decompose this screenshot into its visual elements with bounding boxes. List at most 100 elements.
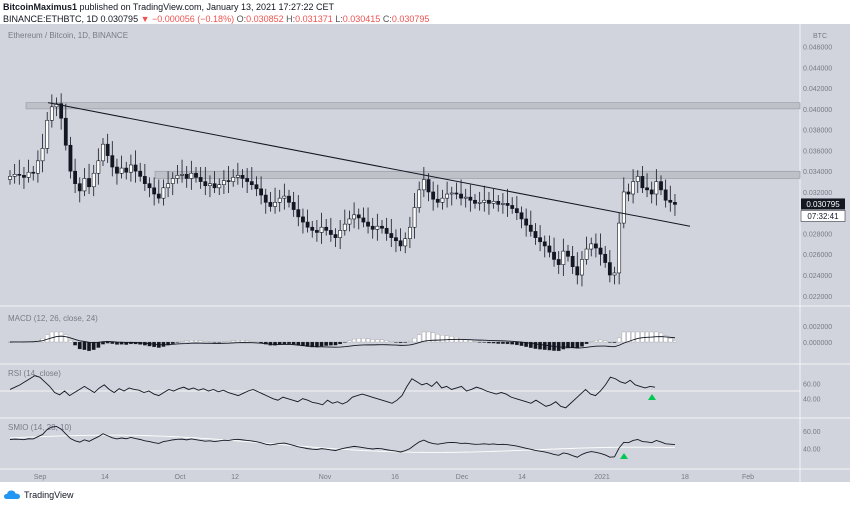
- candle-down: [124, 167, 129, 173]
- candle-down: [370, 225, 375, 230]
- macd-histogram-bar: [91, 341, 96, 350]
- candle-down: [519, 212, 524, 220]
- candle-down: [607, 262, 612, 276]
- time-tick-labels: Sep 14 Oct 12 Nov 16 Dec 14 2021 18 Feb: [34, 474, 754, 481]
- candle-down: [324, 226, 329, 231]
- time-tick-label: Oct: [175, 474, 186, 481]
- countdown-badge-bg: [800, 210, 846, 222]
- macd-histogram-bar: [612, 341, 617, 343]
- macd-histogram-bar: [282, 341, 287, 345]
- macd-histogram-bar: [468, 340, 473, 343]
- macd-histogram-bar: [561, 341, 566, 350]
- macd-histogram-bar: [631, 331, 635, 343]
- macd-histogram-bar: [166, 341, 171, 346]
- candle-up: [101, 143, 105, 162]
- macd-histogram-bar: [621, 331, 626, 343]
- candle-down: [673, 202, 677, 205]
- candle-down: [510, 205, 515, 209]
- countdown-label: 07:32:41: [807, 212, 839, 221]
- candle-down: [226, 180, 231, 182]
- candle-up: [635, 176, 640, 182]
- macd-histogram-bar: [226, 341, 231, 343]
- macd-histogram-bar: [542, 341, 547, 350]
- macd-histogram-bar: [235, 340, 240, 343]
- candle-down: [668, 199, 673, 203]
- candle-up: [482, 199, 487, 203]
- price-tick-label: 0.042000: [803, 86, 832, 93]
- candle-down: [198, 177, 203, 182]
- candle-up: [445, 193, 450, 199]
- candle-up: [631, 181, 636, 195]
- macd-histogram-bar: [524, 341, 529, 347]
- candle-down: [593, 243, 598, 249]
- candle-down: [389, 233, 394, 238]
- symbol-info: BINANCE:ETHBTC, 1D 0.030795 ▼ −0.000056 …: [3, 14, 429, 24]
- macd-histogram-bar: [45, 334, 50, 343]
- candle-down: [152, 187, 157, 195]
- macd-histogram-bar: [254, 341, 259, 343]
- tradingview-logo[interactable]: TradingView: [4, 490, 74, 500]
- candle-up: [347, 218, 352, 225]
- price-tick-labels: 0.046000 0.044000 0.042000 0.040000 0.038000…: [803, 45, 832, 301]
- candle-down: [63, 117, 68, 146]
- macd-histogram-bar: [384, 340, 389, 343]
- macd-histogram-bar: [570, 341, 575, 349]
- candle-down: [142, 176, 147, 184]
- candle-down: [73, 170, 78, 184]
- macd-histogram-bar: [101, 341, 105, 345]
- rsi-tick-label: 40.00: [803, 397, 821, 404]
- macd-histogram-bar: [482, 341, 487, 343]
- time-tick-label: Sep: [34, 474, 47, 481]
- candle-down: [77, 183, 82, 192]
- macd-label: MACD (12, 26, close, 24): [8, 314, 98, 323]
- oscillator-tick-label: 60.00: [803, 429, 821, 436]
- macd-histogram-bar: [584, 341, 589, 345]
- macd-histogram-bar: [593, 340, 598, 343]
- macd-histogram-bar: [63, 334, 68, 343]
- candle-down: [184, 174, 189, 179]
- macd-histogram-bar: [287, 341, 291, 345]
- macd-histogram-bar: [324, 341, 329, 346]
- price-tick-label: 0.022000: [803, 294, 832, 301]
- candle-down: [31, 171, 36, 174]
- price-tick-label: 0.040000: [803, 107, 832, 114]
- chart-area[interactable]: Ethereum / Bitcoin, 1D, BINANCE BTC MACD…: [0, 24, 850, 486]
- macd-histogram-bar: [403, 341, 408, 343]
- macd-histogram-bar: [194, 340, 198, 343]
- price-tick-label: 0.038000: [803, 128, 832, 135]
- candle-up: [180, 174, 184, 176]
- candle-up: [119, 167, 124, 174]
- macd-histogram-bar: [77, 341, 82, 350]
- candle-down: [366, 221, 370, 227]
- macd-histogram-bar: [203, 341, 208, 343]
- descending-trendline: [47, 102, 691, 227]
- candle-up: [500, 203, 505, 205]
- macd-histogram-bar: [426, 331, 431, 343]
- macd-histogram-bar: [598, 339, 603, 343]
- author-name[interactable]: BitcoinMaximus1: [3, 2, 78, 12]
- candle-down: [547, 245, 552, 253]
- published-text: published on TradingView.com, January 13…: [79, 2, 335, 12]
- high-value: 0.031371: [295, 14, 333, 24]
- price-tick-label: 0.044000: [803, 65, 832, 72]
- macd-histogram-bar: [222, 341, 226, 343]
- last-price-badge: 0.030795 07:32:41: [800, 198, 846, 222]
- candle-up: [208, 183, 212, 187]
- time-tick-label: 14: [101, 474, 109, 481]
- macd-histogram-bar: [370, 339, 375, 343]
- candle-down: [356, 214, 361, 219]
- macd-histogram-bar: [347, 340, 352, 343]
- macd-histogram-bar: [566, 341, 570, 349]
- macd-histogram-bar: [501, 341, 505, 344]
- tradingview-brand: TradingView: [24, 490, 74, 500]
- macd-histogram-bar: [105, 341, 110, 344]
- macd-histogram-bar: [538, 341, 542, 350]
- candle-up: [440, 197, 445, 203]
- candle-down: [380, 225, 384, 229]
- candle-down: [22, 175, 26, 178]
- candle-up: [282, 195, 287, 199]
- candle-down: [384, 227, 389, 234]
- high-label: H:: [286, 14, 296, 24]
- resistance-zones: [25, 102, 801, 179]
- rsi-signal-arrow: [648, 394, 656, 400]
